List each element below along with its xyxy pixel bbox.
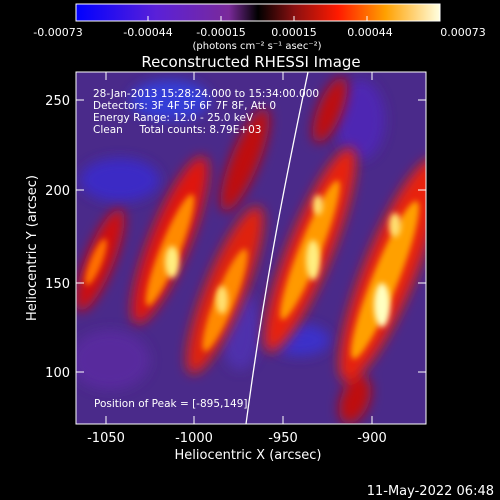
colorbar-unit-label: (photons cm⁻² s⁻¹ asec⁻²) — [192, 41, 321, 52]
x-tick-label: -950 — [268, 431, 298, 446]
x-tick-label: -900 — [357, 431, 387, 446]
colorbar-tick-label: 0.00044 — [347, 26, 393, 39]
plot-title: Reconstructed RHESSI Image — [141, 53, 360, 71]
y-tick-label: 250 — [45, 94, 70, 109]
y-tick-label: 100 — [45, 366, 70, 381]
colorbar-tick-label: 0.00073 — [440, 26, 486, 39]
x-tick-label: -1000 — [175, 431, 213, 446]
info-clean-counts: Clean Total counts: 8.79E+03 — [93, 124, 262, 136]
info-time-range: 28-Jan-2013 15:28:24.000 to 15:34:00.000 — [93, 88, 319, 100]
colorbar-ticks — [75, 16, 441, 21]
colorbar-tick-label: -0.00015 — [196, 26, 245, 39]
plot-frame — [75, 71, 427, 425]
y-tick-label: 200 — [45, 184, 70, 199]
colorbar-tick-label: -0.00044 — [123, 26, 172, 39]
y-axis-ticks — [76, 99, 426, 373]
x-axis-ticks — [105, 72, 373, 424]
info-energy-range: Energy Range: 12.0 - 25.0 keV — [93, 112, 254, 124]
solar-limb-line — [245, 72, 309, 424]
y-axis-label: Heliocentric Y (arcsec) — [25, 175, 40, 321]
footer-timestamp: 11-May-2022 06:48 — [367, 484, 494, 499]
colorbar — [75, 3, 441, 22]
rhessi-image — [76, 72, 426, 424]
colorbar-tick-label: -0.00073 — [33, 26, 82, 39]
colorbar-tick-label: 0.00015 — [271, 26, 317, 39]
peak-position: Position of Peak = [-895,149] — [94, 398, 248, 410]
x-tick-label: -1050 — [87, 431, 125, 446]
x-axis-label: Heliocentric X (arcsec) — [175, 448, 322, 463]
y-tick-label: 150 — [45, 277, 70, 292]
info-detectors: Detectors: 3F 4F 5F 6F 7F 8F, Att 0 — [93, 100, 276, 112]
